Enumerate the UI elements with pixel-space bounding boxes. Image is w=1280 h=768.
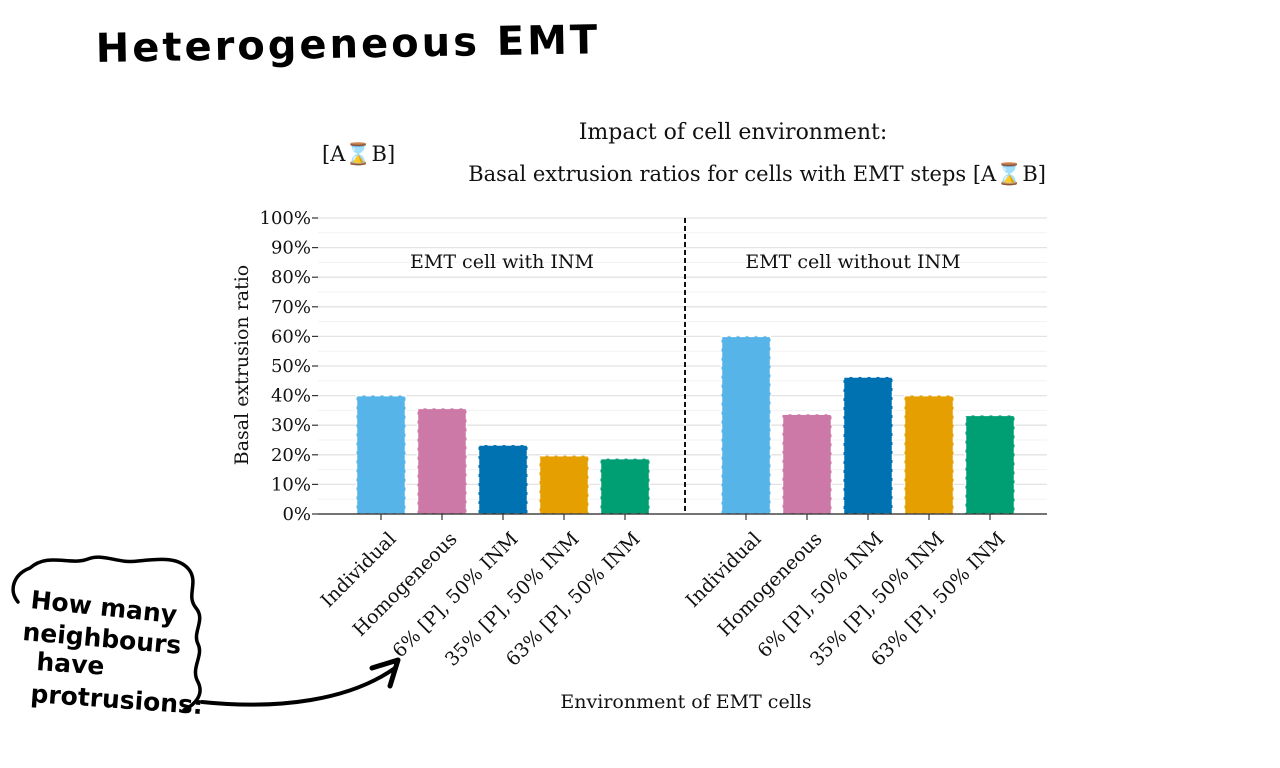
y-axis: 0% 10% 20% 30% 40% 50% 60% 70% 80% 90% 100% xyxy=(260,208,318,525)
bar-chart: [A⌛B] Impact of cell environment: Basal … xyxy=(231,120,1047,713)
bar xyxy=(538,454,590,515)
chart-corner-label: [A⌛B] xyxy=(322,141,395,166)
y-tick-label: 100% xyxy=(260,208,311,229)
y-tick-label: 40% xyxy=(271,386,311,407)
bar xyxy=(781,413,833,515)
y-tick-label: 20% xyxy=(271,445,311,466)
panel-label: EMT cell without INM xyxy=(745,251,960,273)
y-tick-label: 60% xyxy=(271,326,311,347)
y-axis-title: Basal extrusion ratio xyxy=(231,265,253,466)
y-tick-label: 80% xyxy=(271,267,311,288)
y-tick-label: 30% xyxy=(271,415,311,436)
bar xyxy=(903,394,955,515)
bar xyxy=(964,414,1016,515)
chart-subtitle: Basal extrusion ratios for cells with EM… xyxy=(468,161,1046,186)
y-tick-label: 70% xyxy=(271,297,311,318)
y-tick-label: 10% xyxy=(271,474,311,495)
bar xyxy=(416,407,468,515)
bar xyxy=(477,444,529,515)
bar xyxy=(599,457,651,515)
panel-labels: EMT cell with INM EMT cell without INM xyxy=(410,251,961,273)
bars xyxy=(355,335,1016,515)
chart-title: Impact of cell environment: xyxy=(579,120,888,145)
x-tick-label: Homogeneous xyxy=(349,528,462,641)
bar xyxy=(720,335,772,515)
slide-heading: Heterogeneous EMT xyxy=(95,17,600,72)
annotation-arrowhead xyxy=(369,657,401,689)
x-tick-label: Homogeneous xyxy=(714,528,827,641)
panel-label: EMT cell with INM xyxy=(410,251,594,273)
y-tick-label: 0% xyxy=(282,504,311,525)
bar xyxy=(355,394,407,515)
annotation-arrow xyxy=(200,666,397,707)
note-line-3: have xyxy=(36,647,106,681)
x-axis-title: Environment of EMT cells xyxy=(560,691,811,713)
note-line-4: protrusions: xyxy=(30,679,204,720)
y-tick-label: 50% xyxy=(271,356,311,377)
bar xyxy=(842,376,894,515)
speech-bubble-outline xyxy=(11,555,202,712)
y-tick-label: 90% xyxy=(271,238,311,259)
